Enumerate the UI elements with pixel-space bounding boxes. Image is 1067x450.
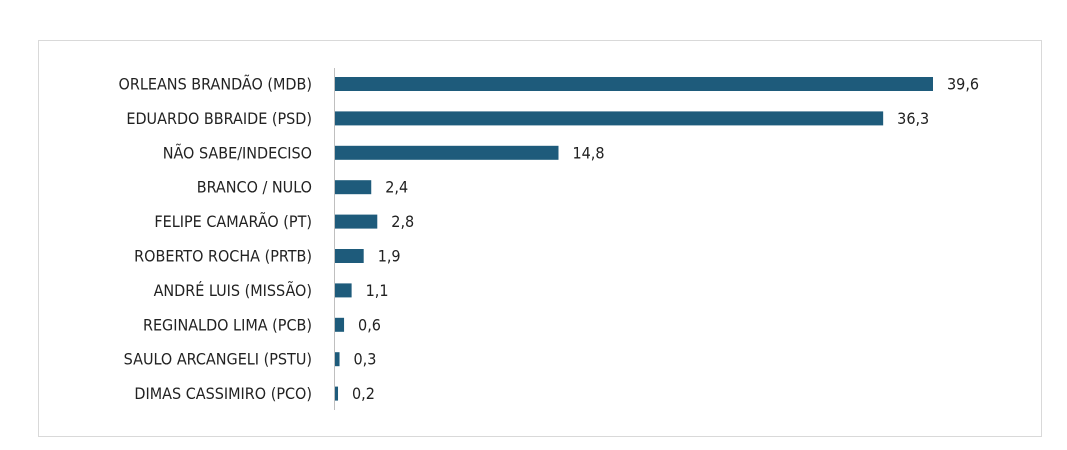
bar — [335, 317, 345, 332]
bar — [335, 77, 933, 91]
bar — [335, 249, 364, 263]
category-label: DIMAS CASSIMIRO (PCO) — [134, 384, 312, 403]
value-label: 2,4 — [385, 178, 408, 197]
category-label: ROBERTO ROCHA (PRTB) — [134, 247, 312, 266]
value-label: 1,9 — [378, 247, 401, 266]
bar — [335, 352, 340, 367]
value-label: 39,6 — [947, 75, 979, 94]
value-label: 0,2 — [352, 384, 375, 403]
category-label: EDUARDO BBRAIDE (PSD) — [126, 109, 312, 128]
category-label: ORLEANS BRANDÃO (MDB) — [119, 75, 312, 94]
bar — [335, 145, 559, 160]
category-label: ANDRÉ LUIS (MISSÃO) — [154, 281, 312, 300]
chart-frame — [38, 40, 1042, 437]
bar — [335, 386, 339, 401]
bar — [335, 180, 372, 195]
category-label: REGINALDO LIMA (PCB) — [143, 315, 312, 334]
bar — [335, 111, 884, 126]
category-label: SAULO ARCANGELI (PSTU) — [124, 350, 312, 369]
value-label: 1,1 — [366, 281, 389, 300]
value-label: 0,6 — [358, 315, 381, 334]
bar — [335, 214, 378, 229]
value-label: 36,3 — [897, 109, 929, 128]
category-label: BRANCO / NULO — [197, 178, 312, 197]
category-label: NÃO SABE/INDECISO — [163, 143, 312, 162]
category-label: FELIPE CAMARÃO (PT) — [154, 212, 312, 231]
value-label: 2,8 — [391, 212, 414, 231]
value-label: 14,8 — [572, 143, 604, 162]
bar — [335, 283, 352, 298]
value-label: 0,3 — [354, 350, 377, 369]
